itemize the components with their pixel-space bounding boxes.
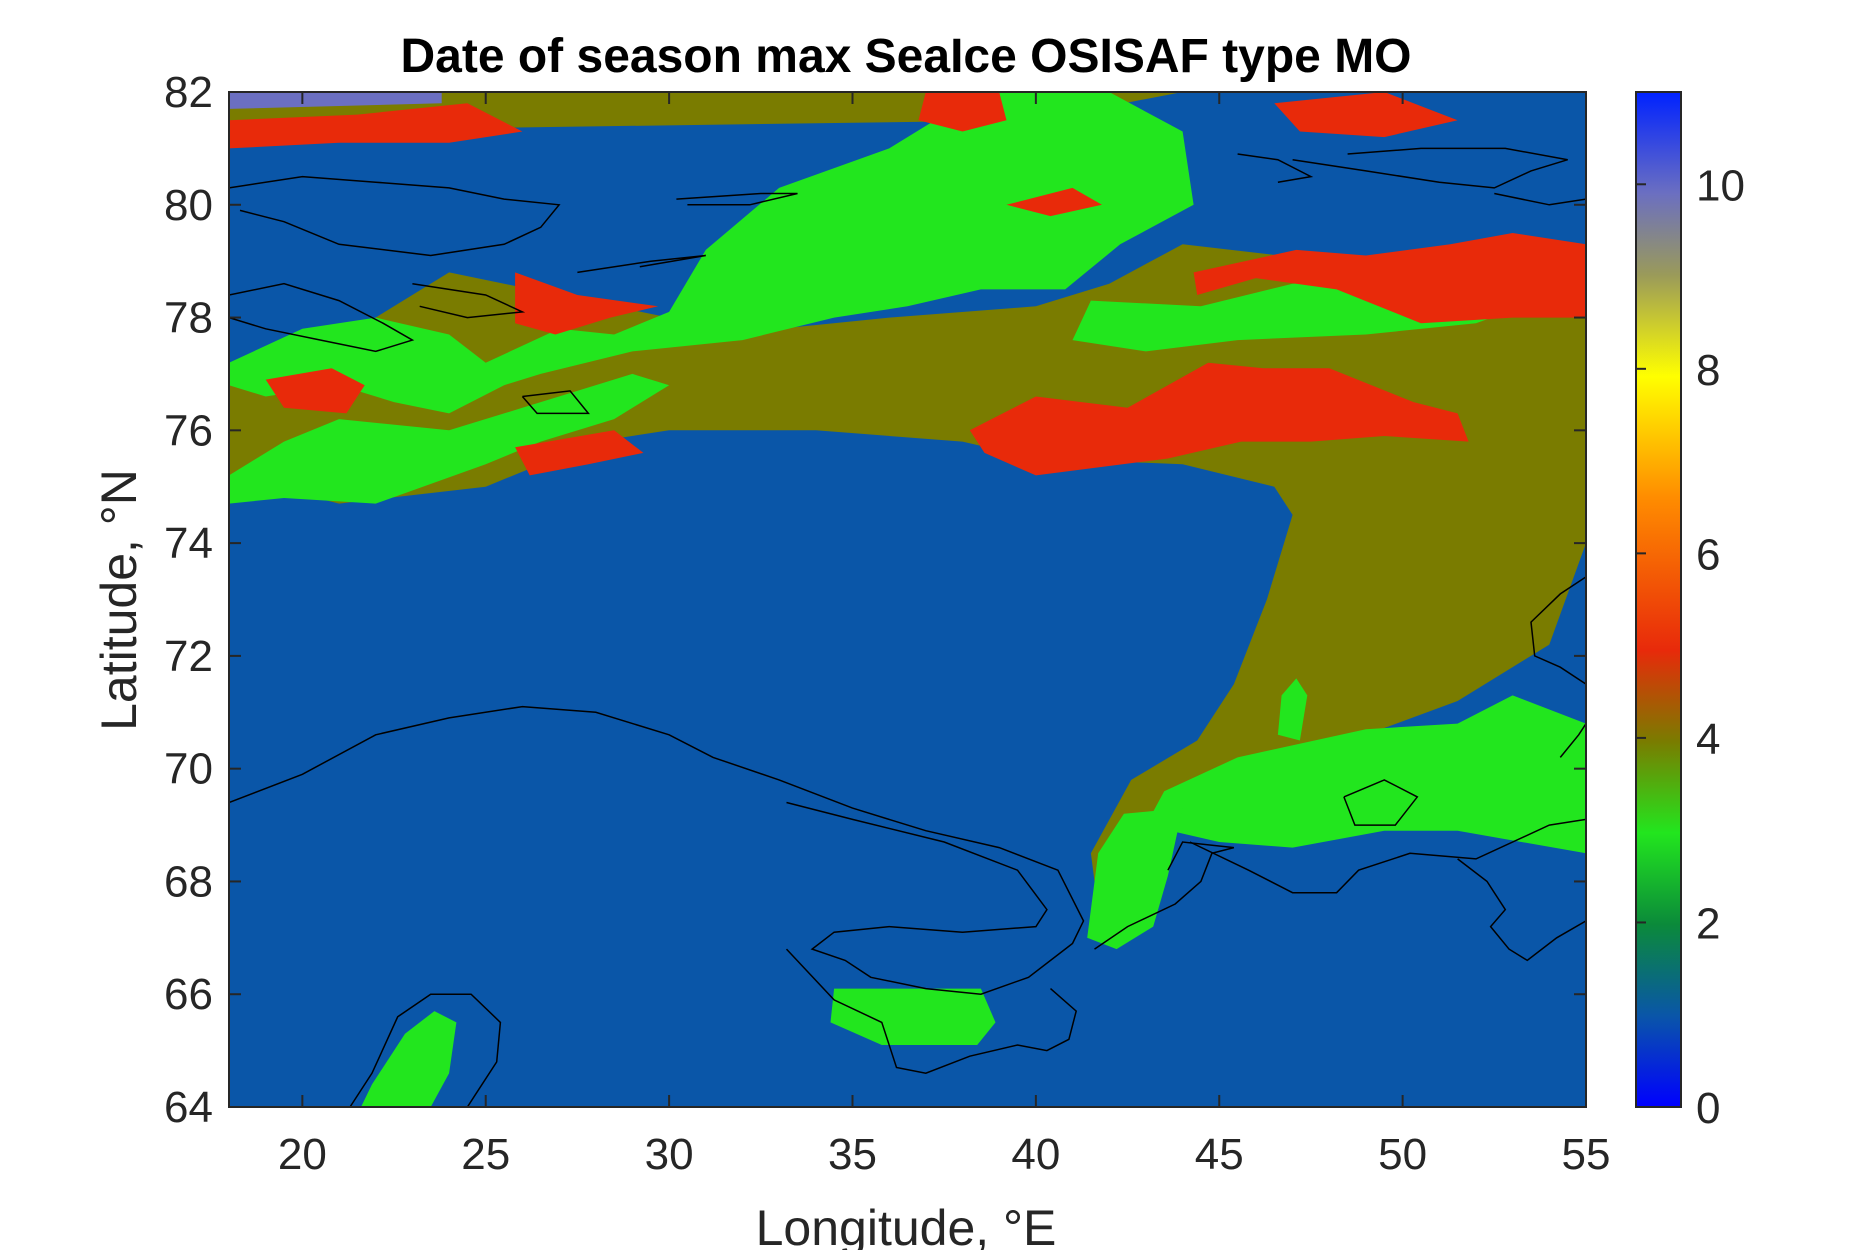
colorbar-gradient [1635, 91, 1682, 1108]
y-tick-label: 82 [164, 68, 213, 117]
x-tick-label: 45 [1195, 1130, 1244, 1179]
heatmap-region-3 [1277, 678, 1308, 741]
coastline [676, 192, 798, 206]
x-tick-label: 55 [1562, 1130, 1611, 1179]
coastline [577, 254, 706, 274]
y-tick-label: 64 [164, 1083, 213, 1132]
heatmap-region-5 [1193, 233, 1586, 324]
x-axis-label: Longitude, °E [756, 1200, 1057, 1250]
heatmap-region-3 [361, 1011, 457, 1107]
y-axis: 64 66 68 70 72 74 76 78 80 82 [164, 68, 1586, 1132]
coastline [1559, 723, 1586, 758]
heatmap-region-5 [1006, 187, 1102, 217]
x-tick-label: 35 [828, 1130, 877, 1179]
coastline [1237, 153, 1314, 183]
x-axis: 20 25 30 35 40 45 50 55 [278, 92, 1611, 1179]
x-tick-label: 40 [1011, 1130, 1060, 1179]
heatmap-region-5 [969, 362, 1469, 476]
coastline [1189, 818, 1586, 894]
coastline [229, 282, 415, 353]
heatmap-region-5 [265, 368, 365, 414]
coastline [412, 282, 526, 319]
plot-area [229, 92, 1586, 1107]
heatmap-region-5 [515, 272, 659, 335]
colorbar-tick-label: 6 [1696, 530, 1720, 579]
coastline [229, 175, 561, 257]
y-tick-label: 80 [164, 181, 213, 230]
coastline [521, 390, 590, 415]
y-tick-label: 78 [164, 294, 213, 343]
colorbar-tick-label: 10 [1696, 161, 1745, 210]
heatmap-region-3 [830, 988, 996, 1045]
coastline [229, 705, 1085, 995]
colorbar-tick-label: 2 [1696, 899, 1720, 948]
heatmap-region-3 [229, 373, 670, 504]
colorbar-tick-label: 4 [1696, 715, 1720, 764]
y-tick-label: 70 [164, 745, 213, 794]
heatmap-region-5 [515, 430, 644, 476]
x-tick-label: 50 [1378, 1130, 1427, 1179]
y-tick-label: 72 [164, 632, 213, 681]
heatmap-region-10 [229, 92, 442, 109]
colorbar: 0 2 4 6 8 10 [1635, 91, 1745, 1133]
coastline [1494, 192, 1586, 206]
coastline [1530, 576, 1586, 685]
y-tick-label: 68 [164, 857, 213, 906]
coastline [1343, 779, 1419, 826]
heatmap-region-3 [1087, 808, 1183, 950]
heatmap-region-5 [918, 92, 1007, 132]
colorbar-tick-label: 8 [1696, 346, 1720, 395]
heatmap-region-3 [1145, 695, 1586, 854]
x-tick-label: 25 [461, 1130, 510, 1179]
x-tick-label: 30 [645, 1130, 694, 1179]
coastline [1292, 147, 1568, 189]
x-tick-label: 20 [278, 1130, 327, 1179]
plot-frame [228, 91, 1587, 1108]
y-tick-label: 76 [164, 406, 213, 455]
chart-title: Date of season max SeaIce OSISAF type MO [400, 30, 1411, 83]
heatmap-region-3 [1072, 244, 1586, 352]
y-axis-label: Latitude, °N [91, 469, 147, 731]
colorbar-ticks: 0 2 4 6 8 10 [1636, 161, 1745, 1133]
y-tick-label: 66 [164, 970, 213, 1019]
heatmap-region-5 [1274, 92, 1458, 138]
heatmap-region-5 [229, 103, 523, 149]
y-tick-label: 74 [164, 519, 213, 568]
coastline [349, 993, 502, 1107]
coastline [1457, 858, 1586, 962]
heatmap-region-3 [229, 92, 1194, 414]
coastline [785, 948, 1078, 1074]
colorbar-tick-label: 0 [1696, 1084, 1720, 1133]
